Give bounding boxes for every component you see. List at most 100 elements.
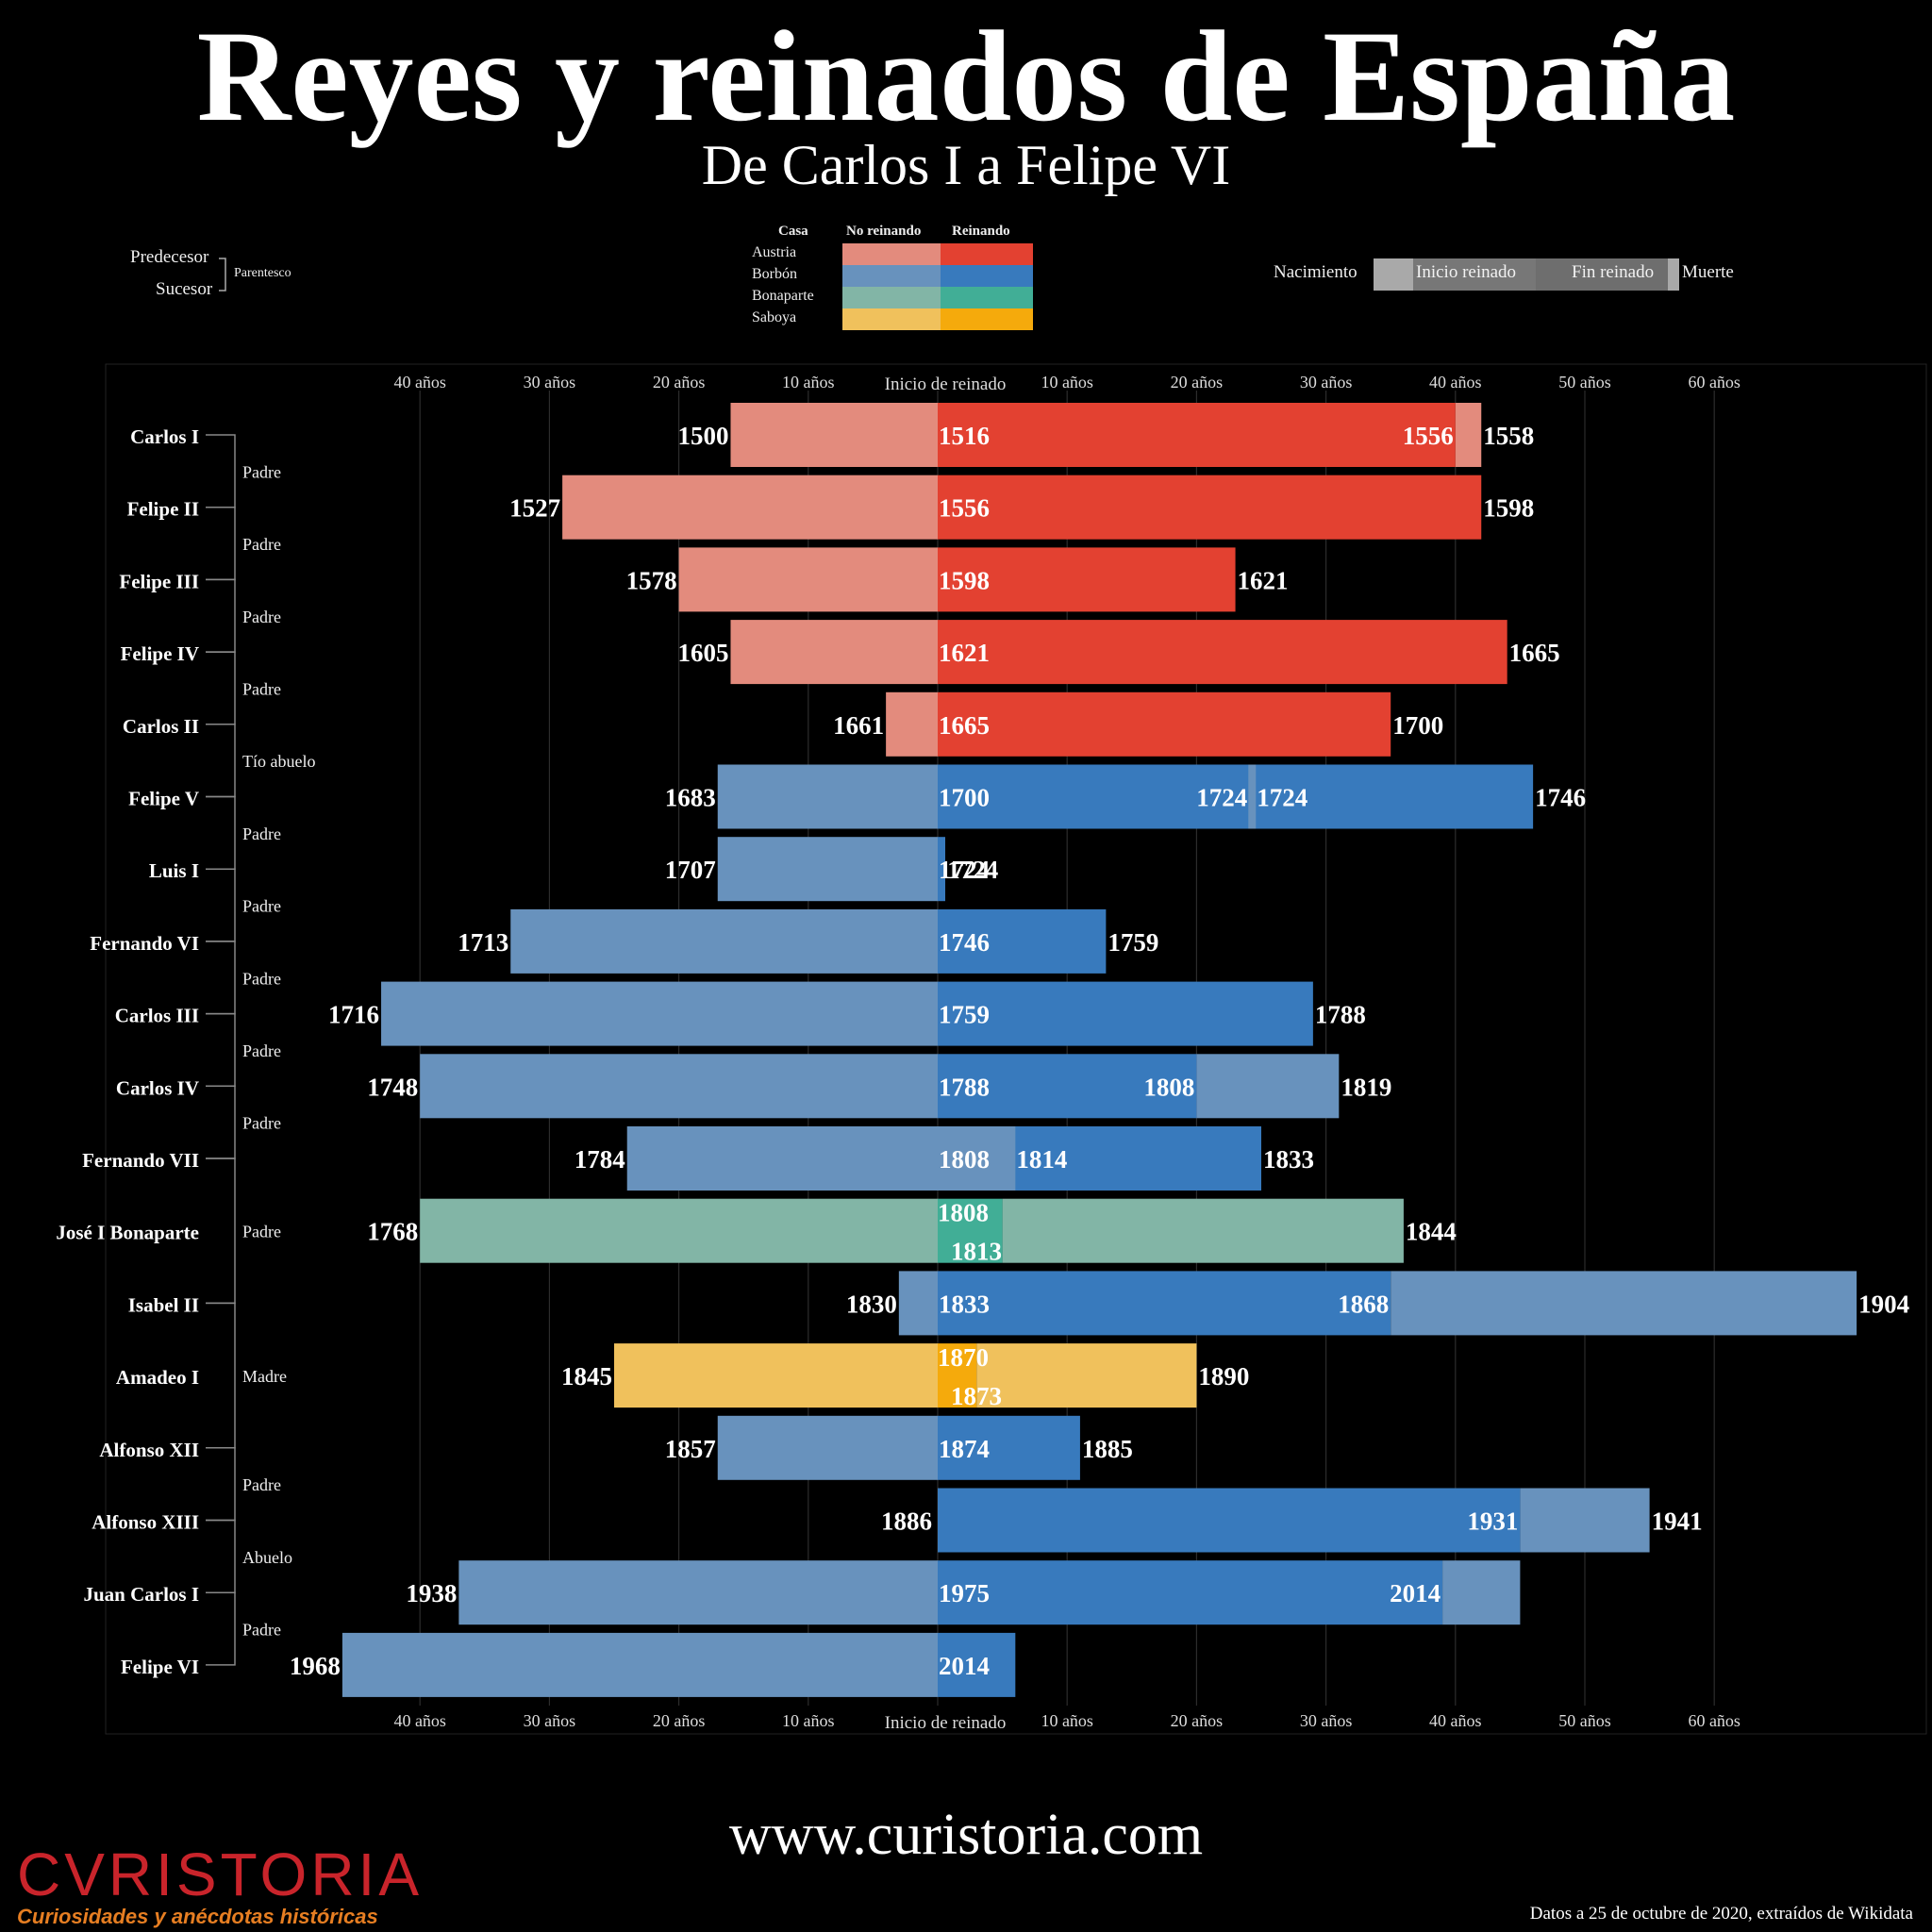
year-label: 1808 [938,1199,989,1227]
year-label: 1556 [939,494,990,523]
x-tick-label: 10 años [1041,1711,1093,1730]
legend-house-label: Austria [752,244,797,260]
bar-before-reign [730,403,938,467]
year-label: 1516 [939,422,990,450]
bar-after-reign [1520,1488,1650,1553]
kinship-label: Padre [242,1475,281,1494]
monarch-name: Alfonso XIII [92,1511,199,1534]
kinship-connector [206,1519,236,1593]
year-label: 1759 [939,1001,990,1029]
monarch-name: Amadeo I [116,1366,199,1389]
legend-swatch-reigning [941,243,1033,265]
bar-interruption [1248,764,1257,829]
x-tick-label: 30 años [1300,373,1353,391]
kinship-connector [206,941,236,1015]
monarch-name: Alfonso XII [99,1439,199,1461]
year-label: 1931 [1467,1507,1518,1536]
monarch-name: Fernando VI [90,932,199,955]
legend-swatch-not-reigning [842,287,941,308]
bar-reign [938,1054,1197,1119]
year-label: 1605 [677,639,728,667]
year-label: 1768 [367,1218,418,1246]
year-label: 1941 [1652,1507,1703,1536]
x-tick-label: 50 años [1558,1711,1611,1730]
x-tick-label: 10 años [782,1711,835,1730]
year-label: 1814 [1016,1145,1067,1174]
monarch-name: Felipe II [127,498,199,521]
kinship-connector [206,1302,236,1449]
year-label: 1713 [458,928,508,957]
kinship-connector [206,651,236,725]
legend-not-reigning: No reinando [846,224,922,239]
year-label: 1845 [561,1362,612,1391]
year-label: 1598 [939,566,990,594]
x-tick-label: 20 años [1171,373,1224,391]
year-label: 1683 [665,784,716,812]
curistoria-logo: CVRISTORIA Curiosidades y anécdotas hist… [17,1844,423,1929]
year-label: 1527 [509,494,560,523]
x-tick-label: 20 años [653,1711,706,1730]
year-label: 1890 [1198,1362,1249,1391]
bar-reign [938,691,1391,757]
bar-before-reign [420,1054,938,1119]
year-label: 1598 [1483,494,1534,523]
kinship-label: Padre [242,1223,281,1241]
year-label: 1808 [939,1145,990,1174]
legend-predecessor: Predecesor [130,247,209,267]
kinship-connector [206,578,236,653]
kinship-label: Madre [242,1367,287,1386]
bar-interruption [938,1126,1016,1191]
kinship-connector [206,434,236,508]
year-label: 1500 [677,422,728,450]
year-label: 1661 [833,711,884,740]
legend-bracket-icon [219,258,226,291]
legend-swatch-reigning [941,287,1033,308]
monarch-name: Carlos II [123,715,199,738]
logo-tagline: Curiosidades y anécdotas históricas [17,1905,378,1928]
legend-timeline-bar [1374,258,1679,291]
kinship-label: Padre [242,824,281,843]
monarch-name: Carlos III [115,1005,199,1027]
kinship-connector [206,1085,236,1159]
chart-title: Reyes y reinados de España [196,4,1736,148]
legend-swatch-not-reigning [842,243,941,265]
year-label: 1844 [1406,1218,1457,1246]
kinship-label: Abuelo [242,1548,292,1567]
year-label: 1968 [290,1652,341,1680]
year-label: 1819 [1341,1073,1391,1101]
year-label: 1885 [1082,1435,1133,1463]
year-label: 1746 [939,928,990,957]
bar-before-reign [730,620,938,685]
year-label: 1808 [1143,1073,1194,1101]
bar-reign [938,908,1107,974]
kinship-connector [206,724,236,798]
x-tick-label: 20 años [1171,1711,1224,1730]
monarch-name: Felipe VI [121,1656,199,1678]
bar-before-reign [614,1343,938,1408]
bar-reign [938,547,1236,612]
kinship-label: Padre [242,969,281,988]
bar-before-reign [717,764,938,829]
kinship-label: Padre [242,897,281,916]
bar-after-reign [1455,403,1482,467]
year-label: 1748 [367,1073,418,1101]
year-label: 1904 [1858,1290,1909,1318]
chart-subtitle: De Carlos I a Felipe VI [701,134,1231,196]
year-label: 1975 [939,1579,990,1607]
bar-before-reign [420,1198,938,1263]
legend-kinship: Parentesco [234,266,291,280]
bar-reign [938,1343,977,1408]
bar-reign [938,1198,1003,1263]
monarch-name: Felipe III [119,570,199,592]
bar-reign [938,1560,1443,1625]
website-url[interactable]: www.curistoria.com [728,1803,1204,1867]
x-tick-label: 60 años [1688,373,1740,391]
bar-after-reign [1196,1054,1340,1119]
monarch-name: Carlos IV [116,1076,199,1099]
year-label: 1886 [881,1507,932,1536]
bar-reign [938,1271,1391,1336]
bar-before-reign [562,475,938,540]
legend-house-label: Bonaparte [752,288,814,304]
kinship-label: Padre [242,679,281,698]
